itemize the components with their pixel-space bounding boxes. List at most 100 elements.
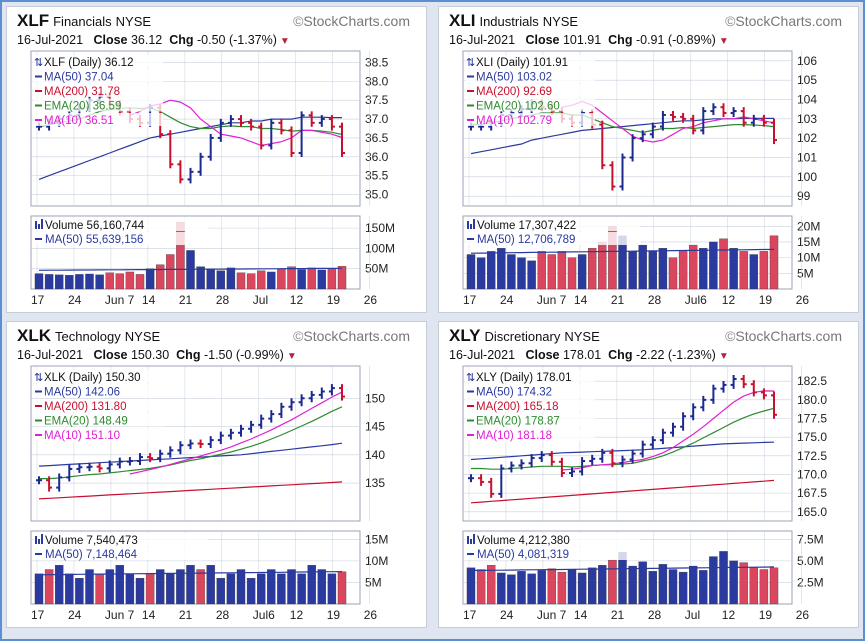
price-bar <box>126 457 133 466</box>
price-bar <box>268 410 275 423</box>
price-bar <box>288 126 295 157</box>
volume-bar <box>497 572 506 605</box>
price-bar <box>187 167 194 184</box>
legend-bg <box>33 547 208 560</box>
price-bar <box>649 122 656 139</box>
price-bar <box>569 467 575 477</box>
volume-bar <box>547 254 556 290</box>
price-bar <box>227 428 234 440</box>
price-bar <box>468 474 474 483</box>
volume-bar <box>689 244 698 290</box>
volume-ma50-line <box>38 571 343 576</box>
price-bar <box>670 422 676 437</box>
volume-bar <box>176 569 185 605</box>
price-bar <box>508 461 515 473</box>
price-tick-label: 106 <box>797 54 817 68</box>
volume-bar <box>507 254 516 290</box>
x-tick-label: 28 <box>216 293 230 307</box>
volume-bar <box>257 573 266 605</box>
volume-bar <box>466 567 476 605</box>
volume-bar <box>317 269 326 290</box>
chart-menu-icon[interactable]: ▼ <box>718 351 729 362</box>
close-label: Close <box>525 348 560 362</box>
volume-bar <box>598 241 607 290</box>
volume-bar <box>156 569 165 605</box>
quote-date: 16-Jul-2021 <box>17 348 84 362</box>
volume-bar <box>85 569 94 605</box>
volume-bar <box>719 551 728 605</box>
price-bar <box>308 390 315 403</box>
x-tick-label: 17 <box>31 293 45 307</box>
volume-bar <box>648 251 657 290</box>
brand-watermark[interactable]: ©StockCharts.com <box>725 13 842 29</box>
legend-bg <box>465 113 595 126</box>
volume-bar <box>577 254 587 290</box>
volume-bar <box>466 254 476 290</box>
volume-bar <box>668 569 678 605</box>
brand-name: StockCharts.com <box>735 328 842 344</box>
price-bar <box>328 115 335 131</box>
volume-bar <box>567 257 577 290</box>
volume-bar <box>749 567 758 605</box>
volume-bar <box>678 571 688 605</box>
price-bar <box>308 111 315 127</box>
legend-bg <box>33 370 163 383</box>
volume-bar <box>678 251 688 290</box>
price-chart-svg[interactable]: 150 145 140 135 15M 10M 5M 17 24 Jun 7 14 21 28 Jul6 1… <box>7 322 426 627</box>
volume-bar <box>125 271 135 290</box>
ma10-line <box>129 99 343 147</box>
x-tick-label: 17 <box>463 293 477 307</box>
volume-icon <box>467 534 475 544</box>
price-tick-label: 101 <box>797 151 817 165</box>
ticker: XLI <box>449 11 476 30</box>
price-legend-entry: XLY (Daily) 178.01 <box>476 372 571 384</box>
volume-legend-entry: Volume 4,212,380 <box>477 535 570 547</box>
ohlc-icon: ⇅ <box>466 57 475 69</box>
volume-bar <box>196 266 205 290</box>
chart-panel-xlf[interactable]: XLF Financials NYSE ©StockCharts.com 16-Jul-… <box>6 6 427 313</box>
chart-menu-icon[interactable]: ▼ <box>718 36 729 47</box>
ma50-line <box>38 116 342 180</box>
price-bar <box>690 114 697 135</box>
brand-watermark[interactable]: ©StockCharts.com <box>725 328 842 344</box>
price-bar <box>197 152 204 176</box>
brand-watermark[interactable]: ©StockCharts.com <box>293 328 410 344</box>
brand-watermark[interactable]: ©StockCharts.com <box>293 13 410 29</box>
volume-tick-label: 15M <box>365 532 388 546</box>
price-tick-label: 36.5 <box>365 131 389 145</box>
chg-value: -2.22 (-1.23%) <box>635 348 716 362</box>
volume-bar <box>487 565 496 605</box>
price-tick-label: 177.5 <box>797 412 827 426</box>
price-bar <box>730 374 737 389</box>
copyright-icon: © <box>725 328 736 344</box>
volume-bar <box>307 565 316 605</box>
volume-bar <box>186 565 195 605</box>
price-tick-label: 135 <box>365 476 385 490</box>
price-tick-label: 105 <box>797 73 817 87</box>
volume-bar <box>618 552 627 605</box>
price-chart-svg[interactable]: 182.5 180.0 177.5 175.0 172.5 170.0 167.5 165.0… <box>439 322 858 627</box>
ma200-legend-entry: MA(200) 31.78 <box>44 86 120 98</box>
chart-panel-xlk[interactable]: XLK Technology NYSE ©StockCharts.com 16-Jul-… <box>6 321 427 628</box>
price-chart-svg[interactable]: 38.5 38.0 37.5 37.0 36.5 36.0 35.5 35.0 150M 100M… <box>7 7 426 312</box>
chart-menu-icon[interactable]: ▼ <box>279 36 290 47</box>
chart-menu-icon[interactable]: ▼ <box>286 351 297 362</box>
price-tick-label: 35.5 <box>365 169 389 183</box>
price-bar <box>339 384 345 401</box>
chg-value: -0.91 (-0.89%) <box>635 33 716 47</box>
legend-bg <box>465 55 595 68</box>
legend-bg <box>33 218 208 231</box>
legend-bg <box>465 84 595 97</box>
volume-bar <box>658 564 668 605</box>
chart-panel-xly[interactable]: XLY Discretionary NYSE ©StockCharts.com 16-J… <box>438 321 859 628</box>
chart-header: XLI Industrials NYSE ©StockCharts.com 16-Jul… <box>445 7 852 51</box>
volume-tick-label: 15M <box>797 235 820 249</box>
price-bar <box>298 394 305 407</box>
volume-bar <box>689 565 698 605</box>
legend-bg <box>465 399 595 412</box>
ma200-legend-entry: MA(200) 131.80 <box>44 401 126 413</box>
chart-panel-xli[interactable]: XLI Industrials NYSE ©StockCharts.com 16-Jul… <box>438 6 859 313</box>
price-bar <box>690 403 697 421</box>
price-bar <box>609 448 616 468</box>
